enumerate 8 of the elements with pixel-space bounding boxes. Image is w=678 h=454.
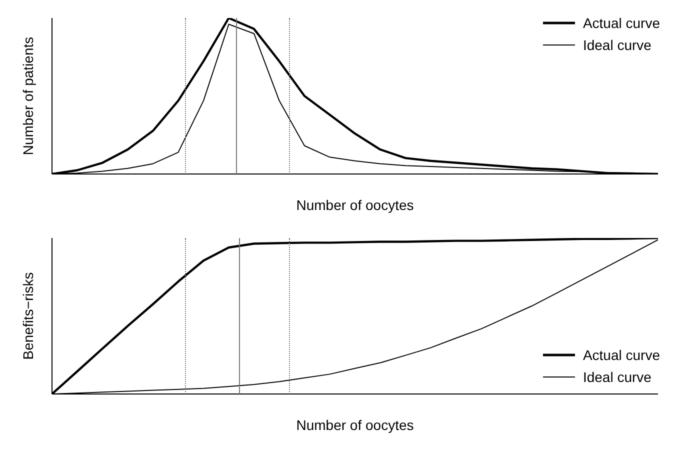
x-axis-title: Number of oocytes [296, 197, 414, 213]
legend-label: Actual curve [582, 346, 660, 365]
legend-label: Ideal curve [582, 368, 652, 387]
legend-label: Actual curve [582, 14, 660, 33]
y-axis-title: Benefits−risks [20, 272, 36, 360]
legend-label: Ideal curve [582, 36, 652, 55]
x-axis-title: Number of oocytes [296, 417, 414, 433]
y-axis-title: Number of patients [20, 36, 36, 156]
